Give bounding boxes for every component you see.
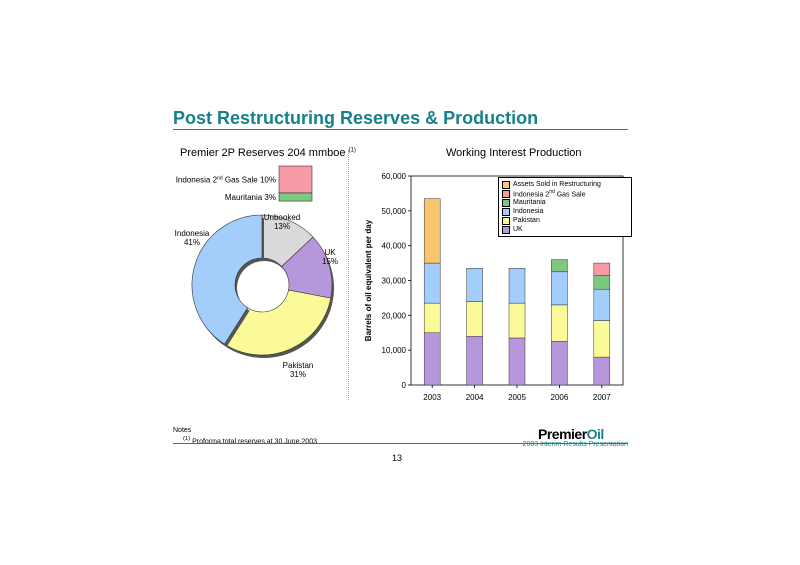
bar-2003-pakistan xyxy=(423,302,441,333)
bar-2003-uk xyxy=(423,332,441,386)
pie-label-unbooked: Unbooked xyxy=(264,213,300,222)
legend-swatch xyxy=(502,180,510,189)
footnote-marker: (1) xyxy=(183,436,191,442)
x-tick-label-2006: 2006 xyxy=(551,393,569,402)
y-tick-label: 20,000 xyxy=(382,311,407,320)
y-tick-label: 40,000 xyxy=(382,242,407,251)
y-tick-label: 10,000 xyxy=(382,346,407,355)
bar-2003-indonesia xyxy=(423,262,441,304)
bar-2004-uk xyxy=(466,335,483,386)
bar-2005-uk xyxy=(508,337,526,386)
bar-2006-pakistan xyxy=(551,304,568,342)
production-bar-chart: 0 10,000 20,000 30,000 40,000 50,000 60,000 200… xyxy=(364,172,624,402)
pie-slice-indonesia xyxy=(191,214,263,345)
legend-swatch xyxy=(502,198,510,207)
breakout-label-mauritania: Mauritania 3% xyxy=(225,193,276,202)
bar-2006-uk xyxy=(551,341,568,386)
bar-2004-indonesia xyxy=(466,268,483,302)
legend-item-pakistan: Pakistan xyxy=(502,216,628,225)
legend-swatch xyxy=(502,189,510,198)
page-title: Post Restructuring Reserves & Production xyxy=(173,108,539,128)
x-tick-label-2005: 2005 xyxy=(508,393,526,402)
legend-label: Indonesia xyxy=(513,208,544,215)
legend-item-assets-sold-in-restructuring: Assets Sold in Restructuring xyxy=(502,180,628,189)
bar-2006-mauritania xyxy=(551,259,568,273)
legend-label: UK xyxy=(513,226,523,233)
footer-caption: 2003 Interim Results Presentation xyxy=(522,441,628,448)
y-tick-label: 60,000 xyxy=(382,172,407,181)
pie-chart-title: Premier 2P Reserves 204 mmboe (1) xyxy=(180,147,356,159)
pie-slice-pakistan xyxy=(224,289,332,356)
bar-2007-mauritania xyxy=(593,275,611,290)
legend-item-indonesia-2-gas-sale: Indonesia 2nd Gas Sale xyxy=(502,189,628,198)
bar-2007-indonesia xyxy=(593,288,611,321)
bar-2007-pakistan xyxy=(593,320,611,358)
y-axis-label: Barrels of oil equivalent per day xyxy=(364,219,373,341)
legend-swatch xyxy=(502,207,510,216)
pie-pct-uk: 15% xyxy=(322,257,338,266)
legend-item-mauritania: Mauritania xyxy=(502,198,628,207)
y-tick-label: 0 xyxy=(402,381,407,390)
legend-swatch xyxy=(502,216,510,225)
premier-oil-logo: PremierOil xyxy=(538,426,604,442)
bar-2005-pakistan xyxy=(508,302,526,339)
legend-label: Mauritania xyxy=(513,199,546,206)
notes: Notes (1) Proforma total reserves at 30 … xyxy=(173,426,317,446)
x-tick-label-2004: 2004 xyxy=(466,393,484,402)
panel-divider xyxy=(348,150,349,400)
logo-premier: Premier xyxy=(538,426,587,442)
pie-label-indonesia: Indonesia xyxy=(175,229,210,238)
pie-label-uk: UK xyxy=(324,248,336,257)
logo-oil: Oil xyxy=(586,426,605,442)
breakout-label-indonesia-2nd-gas-sale: Indonesia 2nd Gas Sale 10% xyxy=(176,176,276,185)
x-tick-label-2007: 2007 xyxy=(593,393,611,402)
x-tick-label-2003: 2003 xyxy=(423,393,441,402)
page-number: 13 xyxy=(392,453,403,463)
legend-label: Assets Sold in Restructuring xyxy=(513,181,601,188)
pie-pct-pakistan: 31% xyxy=(290,370,306,379)
bar-2007-uk xyxy=(593,356,611,386)
legend-item-indonesia: Indonesia xyxy=(502,207,628,216)
notes-heading: Notes xyxy=(173,427,192,434)
legend-item-uk: UK xyxy=(502,225,628,234)
footnote: (1) Proforma total reserves at 30 June 2… xyxy=(173,435,317,446)
footnote-text: Proforma total reserves at 30 June 2003 xyxy=(192,438,317,446)
legend-label: Pakistan xyxy=(513,217,540,224)
y-tick-label: 30,000 xyxy=(382,277,407,286)
bar-2006-indonesia xyxy=(551,271,568,306)
pie-label-pakistan: Pakistan xyxy=(283,361,314,370)
pie-pct-unbooked: 13% xyxy=(274,222,290,231)
bar-chart-legend: Assets Sold in Restructuring Indonesia 2n… xyxy=(498,177,632,237)
bar-2004-pakistan xyxy=(466,301,483,337)
breakout-mauritania xyxy=(278,192,313,202)
pie-chart-title-text: Premier 2P Reserves 204 mmboe xyxy=(180,147,346,159)
legend-swatch xyxy=(502,225,510,234)
title-rule xyxy=(173,129,628,130)
legend-label: Indonesia 2nd Gas Sale xyxy=(513,188,586,199)
bar-2003-assets-sold-in-restructuring xyxy=(423,198,441,264)
y-tick-label: 50,000 xyxy=(382,207,407,216)
footer-rule xyxy=(173,443,628,444)
bar-2005-indonesia xyxy=(508,268,526,304)
bar-2007-indonesia-2nd-gas-sale xyxy=(593,262,611,276)
pie-pct-indonesia: 41% xyxy=(184,238,200,247)
pie-chart-title-footnote: (1) xyxy=(348,147,356,154)
breakout-indonesia-2nd-gas-sale xyxy=(278,165,313,194)
bar-chart-title: Working Interest Production xyxy=(446,147,582,159)
